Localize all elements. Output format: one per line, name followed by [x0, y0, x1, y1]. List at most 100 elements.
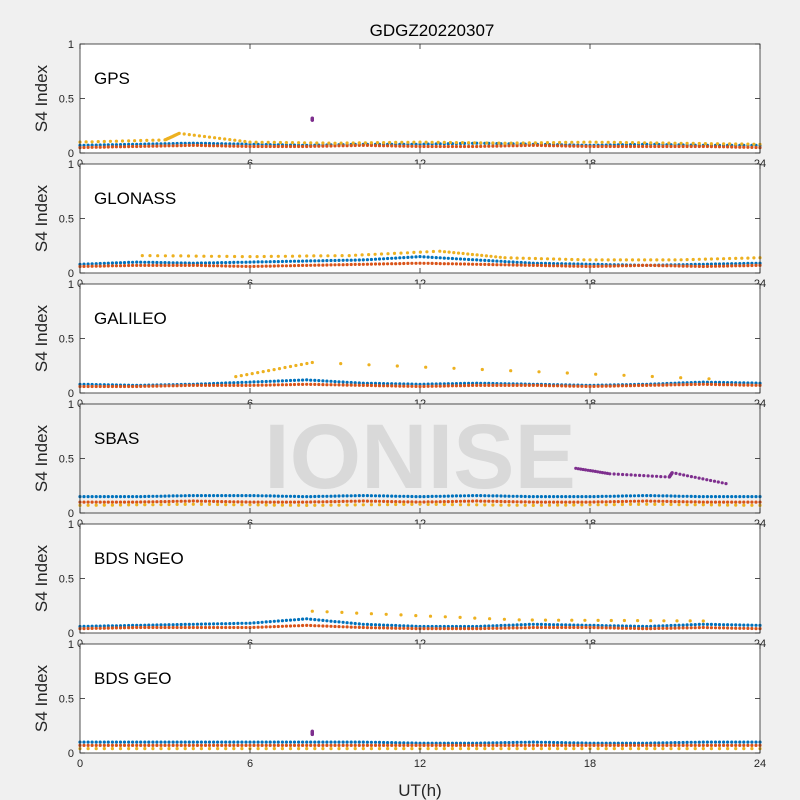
data-point — [620, 743, 625, 748]
data-point — [604, 384, 608, 388]
data-point — [746, 145, 750, 149]
data-point — [523, 143, 527, 148]
data-point — [353, 262, 357, 266]
data-point — [515, 503, 519, 507]
data-point — [438, 144, 442, 149]
data-point — [233, 254, 237, 259]
data-point — [94, 264, 98, 268]
panel-label: GLONASS — [94, 189, 176, 208]
data-point — [641, 263, 645, 267]
data-point — [373, 252, 377, 256]
data-point — [722, 626, 726, 630]
data-point — [114, 261, 118, 265]
data-point — [256, 371, 260, 375]
series-2 — [78, 499, 762, 504]
data-point — [140, 254, 144, 258]
data-point — [642, 474, 646, 478]
data-point — [171, 263, 175, 267]
data-point — [224, 625, 228, 630]
data-point — [422, 495, 426, 499]
data-point — [531, 503, 535, 507]
data-point — [321, 494, 325, 498]
data-point — [523, 747, 527, 751]
data-point — [604, 144, 608, 149]
data-point — [608, 472, 612, 476]
data-point — [645, 741, 649, 745]
data-point — [665, 743, 669, 748]
data-point — [118, 264, 123, 268]
data-point — [248, 500, 252, 504]
data-point — [135, 743, 139, 748]
data-point — [448, 140, 452, 145]
data-point — [147, 625, 151, 630]
data-point — [426, 741, 430, 745]
data-point — [305, 378, 309, 382]
data-point — [483, 503, 487, 507]
data-point — [442, 741, 446, 745]
data-point — [301, 623, 305, 628]
data-point — [604, 747, 608, 751]
data-point — [394, 741, 398, 745]
data-point — [220, 264, 224, 268]
data-point — [519, 626, 523, 630]
data-point — [730, 500, 734, 504]
data-point — [584, 741, 588, 745]
data-point — [187, 133, 191, 137]
data-point — [260, 380, 264, 384]
data-point — [321, 503, 325, 507]
data-point — [301, 740, 305, 744]
data-point — [301, 500, 305, 504]
data-point — [495, 263, 499, 267]
data-point — [552, 262, 556, 266]
data-point — [360, 253, 364, 257]
data-point — [726, 500, 730, 504]
data-point — [624, 741, 629, 745]
data-point — [220, 743, 224, 748]
data-point — [110, 747, 114, 751]
data-point — [483, 741, 487, 745]
data-point — [312, 254, 316, 258]
data-point — [612, 140, 616, 144]
data-point — [301, 378, 305, 382]
data-point — [301, 617, 305, 621]
data-point — [86, 495, 90, 499]
data-point — [726, 503, 730, 507]
data-point — [305, 144, 309, 149]
data-point — [628, 502, 633, 506]
data-point — [224, 264, 228, 268]
data-point — [392, 251, 397, 255]
data-point — [726, 623, 730, 627]
data-point — [426, 743, 430, 748]
data-point — [305, 740, 309, 744]
data-point — [754, 627, 758, 631]
series-2 — [78, 623, 762, 631]
data-point — [722, 743, 726, 748]
data-point — [485, 141, 489, 145]
data-point — [717, 626, 722, 630]
data-point — [527, 740, 531, 744]
data-point — [280, 383, 284, 387]
data-point — [86, 747, 90, 751]
data-point — [292, 743, 297, 748]
data-point — [734, 145, 738, 149]
data-point — [187, 622, 191, 627]
data-point — [82, 743, 86, 748]
data-point — [402, 384, 406, 388]
data-point — [600, 494, 604, 498]
data-point — [264, 383, 268, 387]
data-point — [135, 625, 139, 630]
data-point — [143, 494, 147, 499]
data-point — [365, 622, 369, 627]
data-point — [143, 260, 147, 264]
data-point — [337, 499, 341, 504]
data-point — [637, 144, 641, 149]
data-point — [479, 741, 483, 745]
data-point — [357, 743, 361, 748]
data-point — [434, 500, 438, 504]
data-point — [556, 625, 560, 630]
data-point — [131, 623, 135, 628]
data-point — [588, 144, 592, 149]
data-point — [709, 747, 714, 751]
data-point — [317, 740, 321, 744]
